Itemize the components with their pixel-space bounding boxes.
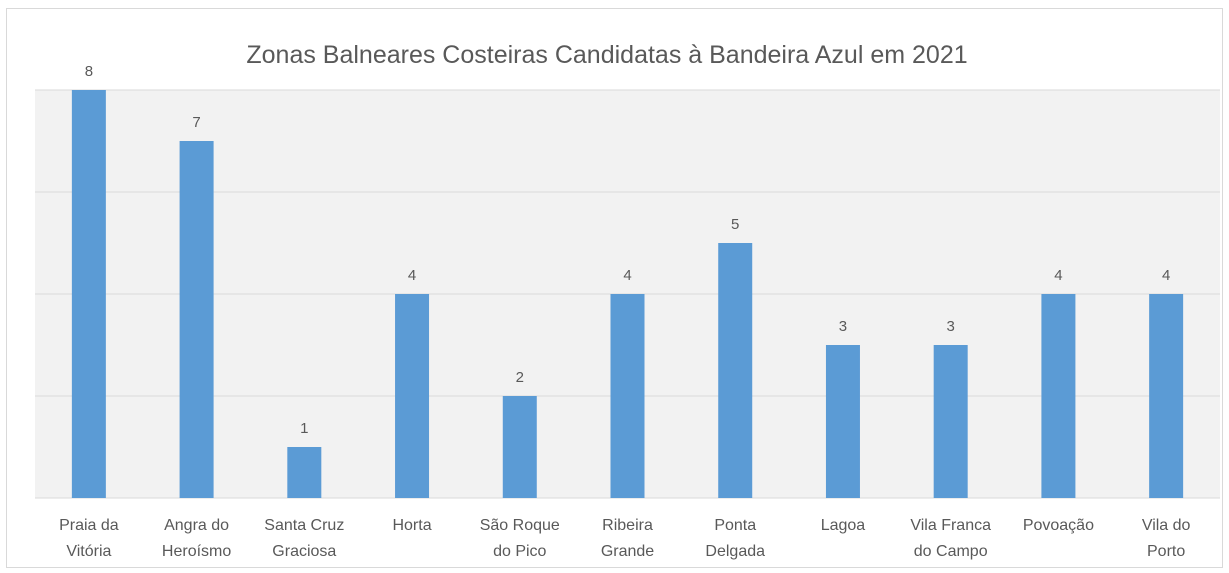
x-tick-label: Vila do Porto	[1142, 517, 1191, 560]
bar	[179, 141, 214, 498]
bar	[71, 90, 106, 498]
x-tick-label-line: Praia da	[59, 517, 119, 534]
x-tick-label: Praia da Vitória	[59, 517, 119, 560]
chart-title: Zonas Balneares Costeiras Candidatas à B…	[246, 41, 968, 69]
x-tick-label-line: Santa Cruz	[264, 517, 344, 534]
data-label: 1	[300, 420, 308, 437]
x-tick-label-line: Angra do	[164, 517, 229, 534]
x-tick-label-line: Vila Franca	[910, 517, 991, 534]
data-label: 2	[516, 369, 524, 386]
bar	[825, 345, 860, 498]
x-tick-label: Vila Franca do Campo	[910, 517, 991, 560]
x-tick-label-line: Heroísmo	[162, 543, 231, 560]
chart-frame: Zonas Balneares Costeiras Candidatas à B…	[6, 8, 1223, 568]
data-label: 4	[408, 267, 416, 284]
data-label: 7	[192, 114, 200, 131]
data-label: 4	[623, 267, 631, 284]
bar	[395, 294, 430, 498]
x-tick-label: Lagoa	[821, 517, 866, 534]
bar	[502, 396, 537, 498]
x-tick-label-line: Povoação	[1023, 517, 1094, 534]
bar-chart: 8 Praia da Vitória 7 Angra do Heroísmo 1 Santa …	[35, 63, 1220, 560]
bar	[933, 345, 968, 498]
x-tick-label-line: Vitória	[66, 543, 111, 560]
x-tick-label-line: Porto	[1147, 543, 1185, 560]
x-tick-label-line: Delgada	[705, 543, 765, 560]
x-tick-label: Ponta Delgada	[705, 517, 765, 560]
x-tick-label: Angra do Heroísmo	[162, 517, 231, 560]
bar	[1041, 294, 1076, 498]
bar	[287, 447, 322, 498]
x-tick-label-line: Vila do	[1142, 517, 1191, 534]
data-label: 4	[1054, 267, 1062, 284]
x-tick-label-line: Ponta	[714, 517, 756, 534]
x-tick-label-line: Lagoa	[821, 517, 866, 534]
x-tick-label-line: do Pico	[493, 543, 546, 560]
data-label: 3	[839, 318, 847, 335]
x-tick-label-line: Horta	[392, 517, 431, 534]
x-tick-label-line: do Campo	[914, 543, 988, 560]
data-label: 8	[85, 63, 93, 80]
x-tick-label-line: São Roque	[480, 517, 560, 534]
data-label: 4	[1162, 267, 1170, 284]
data-label: 5	[731, 216, 739, 233]
bar	[1149, 294, 1184, 498]
x-tick-label-line: Grande	[601, 543, 654, 560]
x-tick-label: Horta	[392, 517, 431, 534]
data-label: 3	[947, 318, 955, 335]
x-tick-label: Ribeira Grande	[601, 517, 654, 560]
x-tick-label: Povoação	[1023, 517, 1094, 534]
x-tick-label: São Roque do Pico	[480, 517, 560, 560]
bar	[718, 243, 753, 498]
x-tick-label: Santa Cruz Graciosa	[264, 517, 344, 560]
bar	[610, 294, 645, 498]
x-tick-label-line: Graciosa	[272, 543, 336, 560]
x-tick-label-line: Ribeira	[602, 517, 653, 534]
